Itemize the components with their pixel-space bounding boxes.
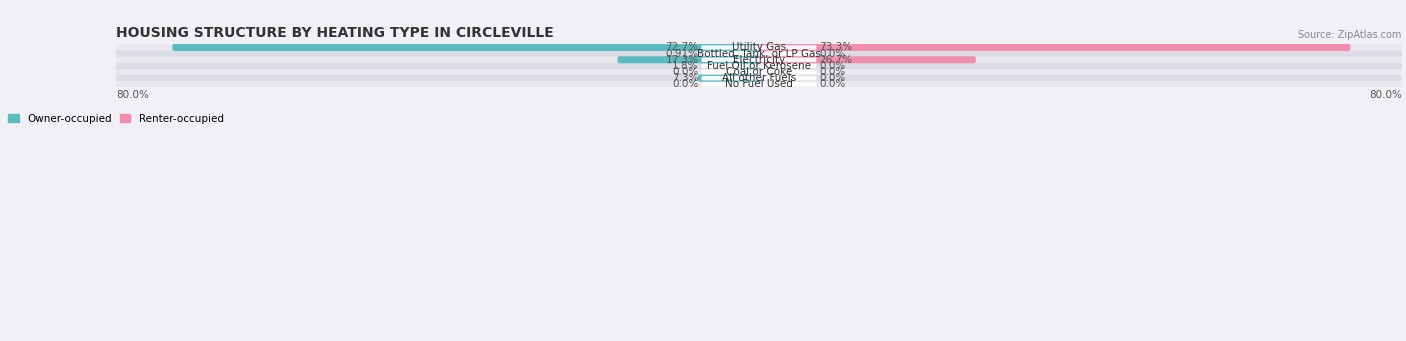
FancyBboxPatch shape (617, 56, 762, 63)
Text: 0.0%: 0.0% (820, 61, 845, 71)
Text: 0.0%: 0.0% (820, 67, 845, 77)
FancyBboxPatch shape (173, 44, 762, 51)
FancyBboxPatch shape (117, 57, 1402, 63)
Text: Source: ZipAtlas.com: Source: ZipAtlas.com (1299, 30, 1402, 40)
Text: All other Fuels: All other Fuels (721, 73, 796, 83)
FancyBboxPatch shape (702, 58, 817, 62)
Text: 80.0%: 80.0% (117, 90, 149, 100)
FancyBboxPatch shape (117, 63, 1402, 69)
FancyBboxPatch shape (117, 75, 1402, 81)
Text: HOUSING STRUCTURE BY HEATING TYPE IN CIRCLEVILLE: HOUSING STRUCTURE BY HEATING TYPE IN CIR… (117, 26, 554, 40)
Text: 0.0%: 0.0% (672, 67, 699, 77)
Text: 17.3%: 17.3% (665, 55, 699, 65)
Text: 26.7%: 26.7% (820, 55, 852, 65)
Text: 0.0%: 0.0% (820, 79, 845, 89)
Text: Bottled, Tank, or LP Gas: Bottled, Tank, or LP Gas (697, 49, 821, 59)
FancyBboxPatch shape (756, 44, 1350, 51)
FancyBboxPatch shape (117, 50, 1402, 57)
Text: 0.0%: 0.0% (672, 79, 699, 89)
FancyBboxPatch shape (117, 44, 1402, 50)
Legend: Owner-occupied, Renter-occupied: Owner-occupied, Renter-occupied (4, 110, 228, 128)
FancyBboxPatch shape (702, 64, 817, 68)
FancyBboxPatch shape (742, 62, 762, 70)
Text: 0.91%: 0.91% (665, 49, 699, 59)
Text: 80.0%: 80.0% (1369, 90, 1402, 100)
FancyBboxPatch shape (702, 70, 817, 74)
FancyBboxPatch shape (702, 51, 817, 56)
Text: 72.7%: 72.7% (665, 43, 699, 53)
Text: 0.0%: 0.0% (820, 49, 845, 59)
FancyBboxPatch shape (702, 82, 817, 87)
Text: 1.8%: 1.8% (672, 61, 699, 71)
Text: Utility Gas: Utility Gas (733, 43, 786, 53)
FancyBboxPatch shape (117, 69, 1402, 75)
FancyBboxPatch shape (749, 50, 762, 57)
Text: No Fuel Used: No Fuel Used (725, 79, 793, 89)
Text: 7.3%: 7.3% (672, 73, 699, 83)
FancyBboxPatch shape (756, 56, 976, 63)
Text: Fuel Oil or Kerosene: Fuel Oil or Kerosene (707, 61, 811, 71)
Text: 0.0%: 0.0% (820, 73, 845, 83)
FancyBboxPatch shape (702, 45, 817, 50)
Text: Coal or Coke: Coal or Coke (725, 67, 792, 77)
FancyBboxPatch shape (702, 76, 817, 80)
Text: 73.3%: 73.3% (820, 43, 852, 53)
FancyBboxPatch shape (697, 75, 762, 82)
Text: Electricity: Electricity (733, 55, 785, 65)
FancyBboxPatch shape (117, 81, 1402, 87)
